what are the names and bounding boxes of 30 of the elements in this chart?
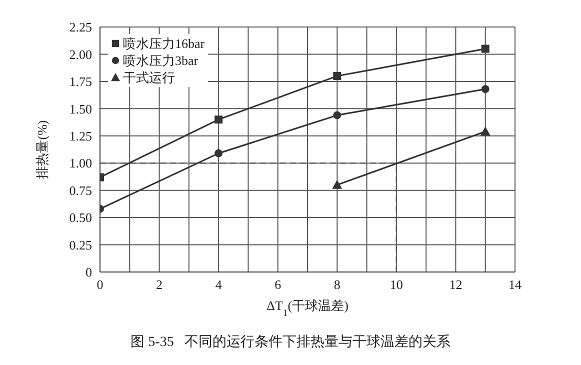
y-tick-label: 1.00 bbox=[69, 156, 92, 171]
y-tick-label: 1.75 bbox=[69, 74, 92, 90]
x-tick-label: 6 bbox=[274, 277, 282, 292]
point bbox=[333, 111, 342, 120]
point bbox=[481, 85, 490, 94]
y-tick-label: 0.75 bbox=[69, 182, 92, 198]
x-tick-label: 4 bbox=[215, 277, 222, 292]
x-tick-label: 14 bbox=[508, 277, 522, 292]
y-tick-label: 1.25 bbox=[69, 128, 92, 144]
x-tick-label: 0 bbox=[96, 277, 104, 292]
legend-label: 喷水压力3bar bbox=[123, 52, 198, 69]
point bbox=[333, 72, 342, 80]
x-tick-label: 2 bbox=[156, 277, 163, 292]
point bbox=[214, 149, 223, 158]
y-tick-label: 0.50 bbox=[69, 210, 92, 226]
legend-label: 干式运行 bbox=[123, 69, 175, 86]
x-axis-title: ΔT$_{1}$(干球温差) bbox=[266, 298, 348, 318]
y-tick-label: 2.00 bbox=[69, 46, 92, 62]
y-tick-label: 2.25 bbox=[69, 20, 92, 35]
y-tick-label: 0.25 bbox=[69, 237, 92, 252]
point bbox=[481, 44, 490, 53]
y-tick-label: 0 bbox=[86, 264, 92, 280]
x-tick-label: 8 bbox=[334, 277, 340, 292]
x-tick-label: 10 bbox=[390, 277, 403, 292]
y-tick-label: 1.50 bbox=[69, 101, 92, 116]
text: 图 5-35 不同的运行条件下排热量与干球温差的关系 bbox=[130, 333, 452, 351]
point bbox=[214, 116, 223, 124]
legend-label: 喷水压力16bar bbox=[123, 35, 205, 52]
y-axis-title: 排热量(%) bbox=[34, 120, 50, 179]
x-tick-label: 12 bbox=[449, 277, 462, 292]
